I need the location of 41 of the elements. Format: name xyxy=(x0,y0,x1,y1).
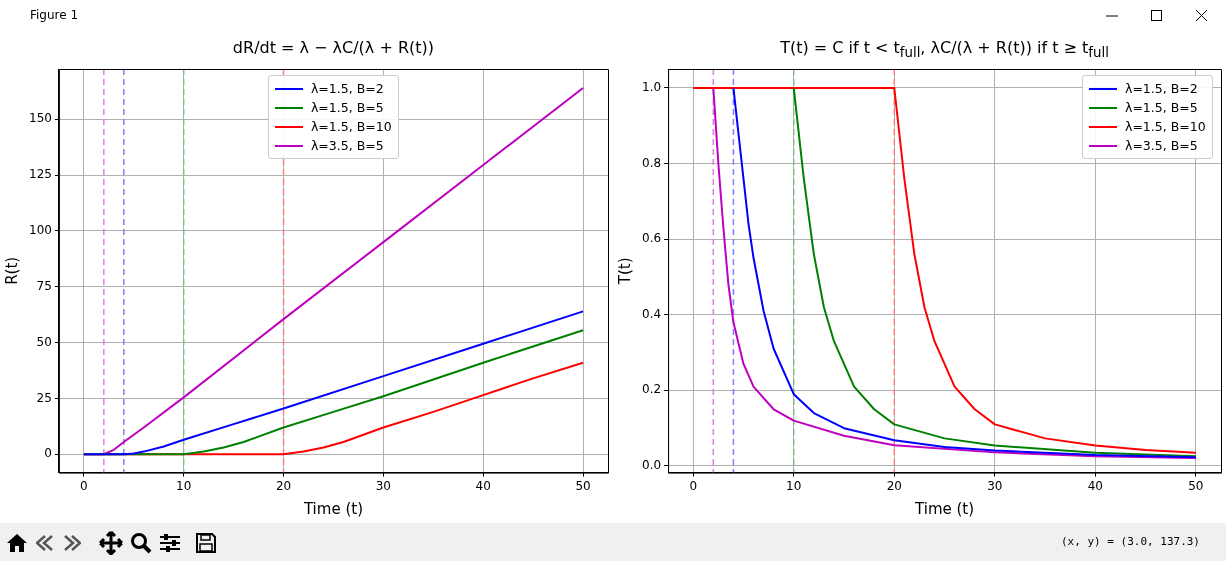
x-tick-label: 10 xyxy=(176,478,192,493)
y-axis-title: T(t) xyxy=(615,257,634,286)
x-tick-label: 30 xyxy=(375,478,392,493)
x-tick-label: 30 xyxy=(987,478,1003,493)
y-tick-label: 0.8 xyxy=(641,155,662,170)
y-tick-label: 0 xyxy=(44,446,52,461)
chart-title: dR/dt = λ − λC/(λ + R(t)) xyxy=(231,38,435,57)
x-tick-label: 0 xyxy=(689,478,698,493)
x-tick-label: 20 xyxy=(275,478,292,493)
y-tick-label: 0.0 xyxy=(641,458,662,473)
legend-label: λ=1.5, B=10 xyxy=(1125,119,1206,134)
y-tick-label: 0.6 xyxy=(641,231,662,246)
y-tick-label: 50 xyxy=(36,334,52,349)
y-tick-label: 125 xyxy=(29,167,52,182)
x-axis-title: Time (t) xyxy=(914,499,975,518)
x-tick-label: 10 xyxy=(786,478,802,493)
legend-label: λ=3.5, B=5 xyxy=(1125,138,1198,153)
y-tick-label: 25 xyxy=(36,390,52,405)
legend-label: λ=1.5, B=5 xyxy=(310,100,384,115)
legend-label: λ=1.5, B=2 xyxy=(1125,81,1198,96)
legend-label: λ=1.5, B=2 xyxy=(310,81,384,96)
x-tick-label: 50 xyxy=(575,478,591,493)
y-tick-label: 0.4 xyxy=(641,306,662,321)
y-tick-label: 75 xyxy=(36,278,52,293)
chart-title: T(t) = C if t < t$_{full}$, λC/(λ + R(t)) if t ≥ t$_{full}$ xyxy=(779,38,1110,61)
x-axis-title: Time (t) xyxy=(302,499,363,518)
y-axis-title: R(t) xyxy=(2,256,21,285)
caption: Figure 1 xyxy=(30,8,79,22)
x-tick-label: 40 xyxy=(475,478,491,493)
legend-label: λ=1.5, B=10 xyxy=(310,119,392,134)
x-tick-label: 50 xyxy=(1188,478,1204,493)
x-tick-label: 0 xyxy=(80,478,88,493)
y-tick-label: 1.0 xyxy=(641,80,662,95)
legend-label: λ=1.5, B=5 xyxy=(1125,100,1198,115)
legend-label: λ=3.5, B=5 xyxy=(310,138,384,153)
x-tick-label: 20 xyxy=(886,478,902,493)
y-tick-label: 0.2 xyxy=(641,382,662,397)
x-tick-label: 40 xyxy=(1087,478,1103,493)
text: (x, y) = (3.0, 137.3) xyxy=(1060,535,1200,548)
y-tick-label: 150 xyxy=(29,111,52,126)
y-tick-label: 100 xyxy=(29,223,52,238)
